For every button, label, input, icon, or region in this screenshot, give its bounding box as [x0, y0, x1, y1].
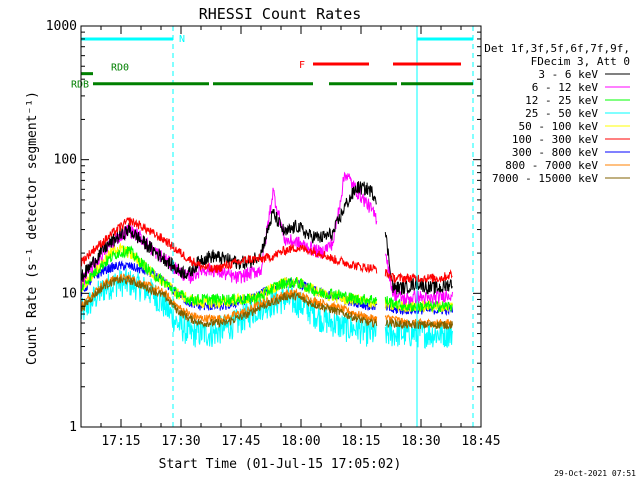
- y-tick-label: 100: [54, 153, 77, 168]
- x-tick-label: 17:30: [161, 434, 200, 449]
- legend-header: Det 1f,3f,5f,6f,7f,9f,: [484, 42, 630, 55]
- x-tick-label: 17:45: [221, 434, 260, 449]
- y-tick-label: 10: [61, 286, 77, 301]
- legend-entry-label: 300 - 800 keV: [512, 146, 598, 159]
- legend-entry-label: 6 - 12 keV: [532, 81, 599, 94]
- x-tick-label: 18:45: [461, 434, 500, 449]
- state-bar-label: N: [179, 34, 185, 45]
- chart-title: RHESSI Count Rates: [199, 5, 362, 23]
- y-tick-label: 1: [69, 420, 77, 435]
- series-layer: [81, 171, 453, 349]
- x-axis-label: Start Time (01-Jul-15 17:05:02): [159, 457, 402, 472]
- timestamp: 29-Oct-2021 07:51: [554, 469, 636, 478]
- overlay-layer: N F RD0 RDB: [71, 26, 474, 427]
- series-line: [81, 245, 453, 313]
- state-bar-label: F: [299, 60, 305, 71]
- state-bar-label: RD0: [111, 63, 129, 74]
- axes-layer: 17:15 17:30 17:45 18:00 18:15 18:30 18:45 1 10 10…: [46, 19, 501, 449]
- legend-entry-label: 3 - 6 keV: [538, 68, 598, 81]
- legend-entry-label: 100 - 300 keV: [512, 133, 598, 146]
- legend-entry-label: 7000 - 15000 keV: [492, 172, 598, 185]
- legend-entry-label: 25 - 50 keV: [525, 107, 598, 120]
- y-tick-label: 1000: [46, 19, 77, 34]
- legend-entry-label: 50 - 100 keV: [519, 120, 599, 133]
- legend-entry-label: 800 - 7000 keV: [505, 159, 598, 172]
- legend-entry-label: 12 - 25 keV: [525, 94, 598, 107]
- x-tick-label: 18:00: [281, 434, 320, 449]
- x-tick-label: 18:30: [401, 434, 440, 449]
- x-tick-label: 18:15: [341, 434, 380, 449]
- state-bar-label: RDB: [71, 80, 89, 91]
- y-axis-label: Count Rate (s⁻¹ detector segment⁻¹): [25, 91, 40, 365]
- x-tick-label: 17:15: [101, 434, 140, 449]
- legend-header: FDecim 3, Att 0: [531, 55, 630, 68]
- series-line: [81, 217, 453, 285]
- series-line: [81, 275, 453, 330]
- legend: Det 1f,3f,5f,6f,7f,9f,FDecim 3, Att 03 -…: [484, 42, 630, 185]
